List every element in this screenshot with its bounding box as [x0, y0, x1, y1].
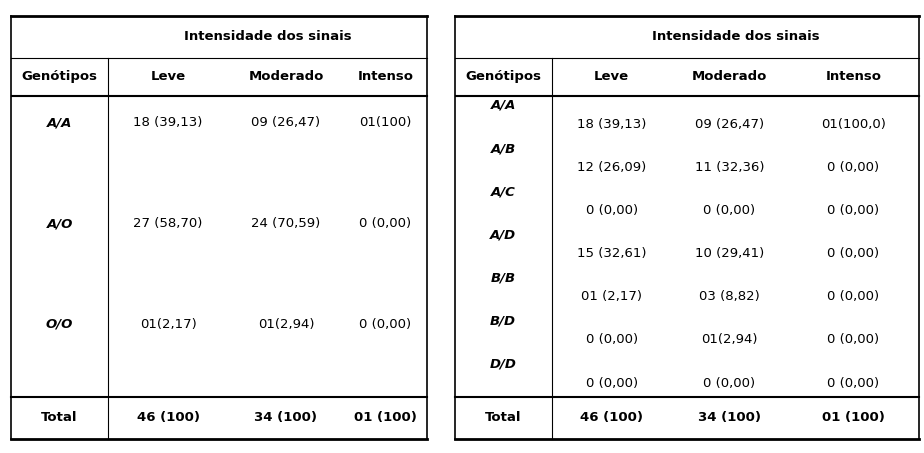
Text: Moderado: Moderado: [692, 70, 767, 82]
Text: A/C: A/C: [491, 185, 516, 198]
Text: 0 (0,00): 0 (0,00): [359, 318, 411, 331]
Text: B/D: B/D: [490, 315, 517, 328]
Text: 0 (0,00): 0 (0,00): [827, 376, 880, 390]
Text: O/O: O/O: [46, 318, 73, 331]
Text: 46 (100): 46 (100): [580, 411, 643, 424]
Text: 11 (32,36): 11 (32,36): [695, 161, 764, 173]
Text: Genótipos: Genótipos: [465, 70, 541, 82]
Text: Leve: Leve: [594, 70, 629, 82]
Text: Total: Total: [485, 411, 521, 424]
Text: 15 (32,61): 15 (32,61): [577, 247, 647, 260]
Text: Intensidade dos sinais: Intensidade dos sinais: [184, 30, 351, 43]
Text: Intenso: Intenso: [358, 70, 413, 82]
Text: 0 (0,00): 0 (0,00): [703, 204, 756, 217]
Text: 18 (39,13): 18 (39,13): [577, 117, 647, 130]
Text: 0 (0,00): 0 (0,00): [586, 333, 638, 347]
Text: 0 (0,00): 0 (0,00): [827, 161, 880, 173]
Text: 09 (26,47): 09 (26,47): [695, 117, 764, 130]
Text: 01(100): 01(100): [359, 116, 411, 130]
Text: 27 (58,70): 27 (58,70): [133, 217, 203, 230]
Text: D/D: D/D: [490, 358, 517, 371]
Text: 18 (39,13): 18 (39,13): [133, 116, 203, 130]
Text: Leve: Leve: [151, 70, 186, 82]
Text: 0 (0,00): 0 (0,00): [827, 333, 880, 347]
Text: 0 (0,00): 0 (0,00): [827, 290, 880, 303]
Text: 01 (100): 01 (100): [821, 411, 885, 424]
Text: 0 (0,00): 0 (0,00): [586, 204, 638, 217]
Text: 01 (100): 01 (100): [354, 411, 417, 424]
Text: 10 (29,41): 10 (29,41): [695, 247, 764, 260]
Text: A/D: A/D: [490, 228, 517, 241]
Text: 03 (8,82): 03 (8,82): [699, 290, 760, 303]
Text: B/B: B/B: [491, 272, 516, 284]
Text: 01(2,17): 01(2,17): [140, 318, 197, 331]
Text: 24 (70,59): 24 (70,59): [251, 217, 321, 230]
Text: A/B: A/B: [491, 142, 516, 155]
Text: 01(100,0): 01(100,0): [821, 117, 886, 130]
Text: 0 (0,00): 0 (0,00): [827, 247, 880, 260]
Text: 0 (0,00): 0 (0,00): [586, 376, 638, 390]
Text: 0 (0,00): 0 (0,00): [359, 217, 411, 230]
Text: A/A: A/A: [491, 99, 516, 112]
Text: 12 (26,09): 12 (26,09): [578, 161, 646, 173]
Text: Genótipos: Genótipos: [21, 70, 98, 82]
Text: 0 (0,00): 0 (0,00): [703, 376, 756, 390]
Text: 34 (100): 34 (100): [254, 411, 318, 424]
Text: 01(2,94): 01(2,94): [258, 318, 314, 331]
Text: 34 (100): 34 (100): [698, 411, 761, 424]
Text: Intensidade dos sinais: Intensidade dos sinais: [651, 30, 820, 43]
Text: 01(2,94): 01(2,94): [701, 333, 758, 347]
Text: 01 (2,17): 01 (2,17): [581, 290, 642, 303]
Text: Moderado: Moderado: [249, 70, 323, 82]
Text: 46 (100): 46 (100): [137, 411, 200, 424]
Text: Intenso: Intenso: [825, 70, 881, 82]
Text: Total: Total: [42, 411, 78, 424]
Text: A/A: A/A: [47, 116, 72, 130]
Text: 0 (0,00): 0 (0,00): [827, 204, 880, 217]
Text: 09 (26,47): 09 (26,47): [251, 116, 321, 130]
Text: A/O: A/O: [46, 217, 73, 230]
